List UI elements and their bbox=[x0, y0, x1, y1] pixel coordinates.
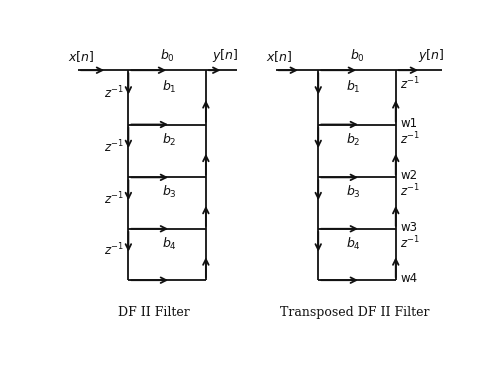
Text: $z^{-1}$: $z^{-1}$ bbox=[400, 130, 420, 147]
Text: w1: w1 bbox=[400, 116, 417, 129]
Text: w2: w2 bbox=[400, 170, 417, 183]
Text: Transposed DF II Filter: Transposed DF II Filter bbox=[280, 306, 430, 319]
Text: $b_4$: $b_4$ bbox=[346, 236, 360, 252]
Text: $b_3$: $b_3$ bbox=[346, 184, 360, 200]
Text: $y[n]$: $y[n]$ bbox=[212, 47, 239, 64]
Text: $b_0$: $b_0$ bbox=[350, 48, 364, 64]
Text: DF II Filter: DF II Filter bbox=[118, 306, 190, 319]
Text: $b_1$: $b_1$ bbox=[346, 78, 360, 95]
Text: $b_3$: $b_3$ bbox=[162, 184, 176, 200]
Text: $z^{-1}$: $z^{-1}$ bbox=[400, 234, 420, 251]
Text: $z^{-1}$: $z^{-1}$ bbox=[104, 242, 124, 259]
Text: $z^{-1}$: $z^{-1}$ bbox=[104, 190, 124, 207]
Text: $y[n]$: $y[n]$ bbox=[418, 47, 444, 64]
Text: $z^{-1}$: $z^{-1}$ bbox=[400, 76, 420, 92]
Text: $b_2$: $b_2$ bbox=[162, 132, 176, 148]
Text: $b_0$: $b_0$ bbox=[160, 48, 174, 64]
Text: w3: w3 bbox=[400, 221, 417, 234]
Text: $z^{-1}$: $z^{-1}$ bbox=[104, 138, 124, 155]
Text: $x[n]$: $x[n]$ bbox=[266, 49, 292, 64]
Text: w4: w4 bbox=[400, 272, 417, 285]
Text: $b_2$: $b_2$ bbox=[346, 132, 360, 148]
Text: $z^{-1}$: $z^{-1}$ bbox=[400, 183, 420, 200]
Text: $b_1$: $b_1$ bbox=[162, 78, 176, 95]
Text: $x[n]$: $x[n]$ bbox=[68, 49, 94, 64]
Text: $b_4$: $b_4$ bbox=[162, 236, 176, 252]
Text: $z^{-1}$: $z^{-1}$ bbox=[104, 85, 124, 101]
